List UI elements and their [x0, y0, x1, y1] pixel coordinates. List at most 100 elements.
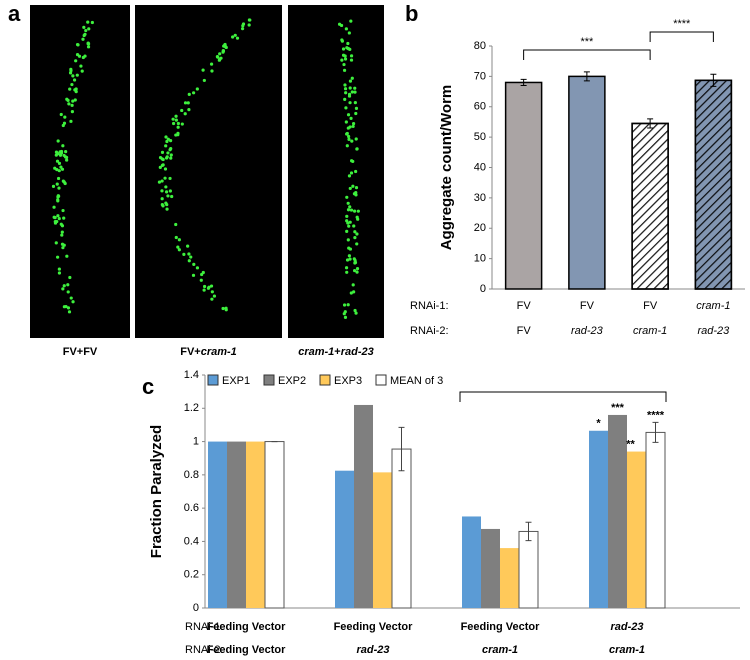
aggregate-dot	[346, 113, 351, 117]
bar-hatch	[631, 122, 669, 290]
aggregate-dot	[353, 268, 357, 273]
row-label: RNAi-2:	[410, 325, 449, 337]
aggregate-dot	[212, 294, 217, 298]
aggregate-dot	[60, 224, 65, 228]
aggregate-dot	[195, 266, 200, 270]
aggregate-dot	[157, 180, 162, 184]
image-label: FV+cram-1	[180, 346, 237, 358]
aggregate-dot	[352, 192, 357, 196]
aggregate-dot	[344, 27, 348, 31]
aggregate-dot	[351, 121, 356, 126]
aggregate-dot	[70, 103, 74, 107]
bar	[645, 431, 666, 609]
legend-label: EXP2	[278, 375, 306, 387]
aggregate-dot	[340, 38, 344, 42]
label-part: +	[334, 346, 340, 358]
aggregate-dot	[180, 122, 184, 126]
aggregate-dot	[61, 287, 65, 291]
aggregate-dot	[55, 255, 60, 259]
aggregate-dot	[345, 195, 349, 199]
aggregate-dot	[180, 108, 184, 113]
y-tick-label: 10	[474, 253, 486, 265]
aggregate-dot	[348, 86, 352, 90]
aggregate-dot	[86, 20, 90, 24]
aggregate-dot	[169, 153, 173, 157]
aggregate-dot	[76, 43, 80, 47]
aggregate-dot	[51, 184, 56, 188]
aggregate-dot	[345, 258, 350, 262]
row-label: RNAi-1:	[185, 621, 224, 633]
aggregate-dot	[84, 28, 88, 33]
panel-label: b	[405, 1, 418, 26]
bar	[481, 528, 500, 608]
legend-swatch	[263, 374, 275, 386]
aggregate-dot	[160, 179, 164, 183]
aggregate-dot	[350, 90, 354, 94]
aggregate-dot	[247, 23, 251, 27]
aggregate-dot	[83, 54, 87, 58]
image-label: cram-1+rad-23	[298, 346, 374, 358]
aggregate-dot	[192, 91, 196, 95]
aggregate-dot	[346, 41, 350, 46]
image	[135, 5, 282, 338]
aggregate-dot	[65, 155, 69, 160]
aggregate-dot	[58, 153, 63, 157]
aggregate-dot	[209, 62, 214, 66]
aggregate-dot	[54, 150, 59, 154]
aggregate-dot	[218, 57, 222, 62]
aggregate-dot	[82, 33, 86, 38]
aggregate-dot	[182, 252, 186, 256]
aggregate-dot	[62, 243, 66, 247]
aggregate-dot	[64, 150, 68, 154]
aggregate-dot	[52, 205, 56, 209]
aggregate-dot	[348, 79, 353, 83]
y-tick-label: 70	[474, 70, 486, 82]
image-label: FV+FV	[63, 346, 98, 358]
aggregate-dot	[353, 86, 357, 90]
aggregate-dot	[165, 202, 169, 207]
aggregate-dot	[349, 58, 354, 62]
aggregate-dot	[161, 163, 165, 167]
aggregate-dot	[215, 55, 220, 59]
aggregate-dot	[351, 159, 355, 164]
aggregate-dot	[57, 217, 61, 221]
bar	[335, 470, 354, 608]
aggregate-dot	[187, 259, 191, 263]
aggregate-dot	[53, 221, 58, 225]
aggregate-dot	[342, 62, 346, 67]
aggregate-dot	[174, 118, 178, 122]
aggregate-dot	[75, 73, 79, 77]
bar	[518, 530, 539, 609]
aggregate-dot	[218, 52, 222, 56]
aggregate-dot	[165, 207, 169, 211]
aggregate-dot	[160, 197, 164, 201]
aggregate-dot	[347, 224, 351, 228]
bar	[627, 451, 646, 608]
aggregate-dot	[342, 303, 347, 307]
aggregate-dot	[349, 116, 353, 120]
aggregate-dot	[79, 64, 83, 68]
aggregate-dot	[55, 159, 60, 163]
aggregate-dot	[344, 120, 348, 124]
aggregate-dot	[186, 101, 190, 105]
aggregate-dot	[174, 133, 178, 137]
x-tick-label: FV	[580, 300, 595, 312]
aggregate-dot	[353, 90, 357, 94]
aggregate-dot	[183, 101, 188, 105]
x-tick-label: FV	[517, 325, 532, 337]
bar	[504, 81, 543, 290]
aggregate-dot	[53, 216, 57, 220]
aggregate-dot	[353, 236, 357, 240]
aggregate-dot	[70, 110, 75, 114]
aggregate-dot	[346, 201, 350, 205]
error-bar	[520, 78, 527, 86]
aggregate-dot	[354, 111, 358, 116]
aggregate-dot	[187, 108, 191, 112]
aggregate-dot	[353, 308, 357, 313]
label-part: FV+FV	[63, 346, 98, 358]
panel-label: c	[142, 374, 154, 399]
aggregate-dot	[164, 144, 168, 148]
aggregate-dot	[62, 153, 66, 158]
aggregate-dot	[356, 209, 360, 213]
